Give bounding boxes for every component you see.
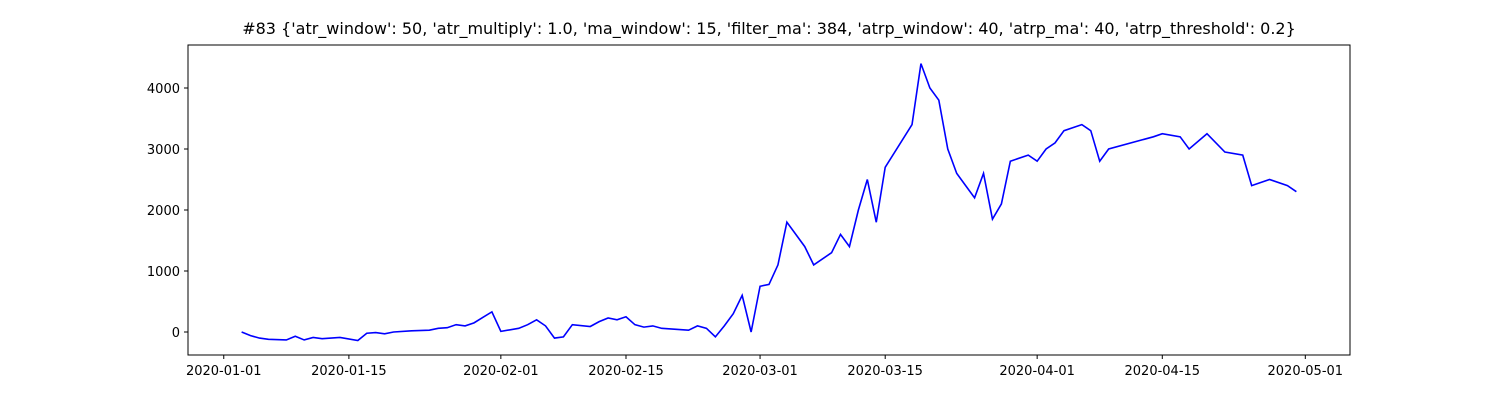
x-tick-label: 2020-02-01 — [463, 364, 539, 379]
y-tick-label: 2000 — [147, 204, 180, 219]
x-tick-label: 2020-01-01 — [186, 364, 262, 379]
x-tick-label: 2020-03-15 — [847, 364, 923, 379]
plot-frame — [187, 44, 1351, 356]
x-tick-label: 2020-04-15 — [1125, 364, 1201, 379]
y-tick-label: 0 — [172, 326, 180, 341]
chart-title: #83 {'atr_window': 50, 'atr_multiply': 1… — [242, 19, 1296, 39]
x-tick-label: 2020-05-01 — [1268, 364, 1344, 379]
y-tick-label: 4000 — [147, 82, 180, 97]
y-tick-label: 1000 — [147, 265, 180, 280]
x-tick-label: 2020-04-01 — [999, 364, 1075, 379]
x-tick-label: 2020-03-01 — [722, 364, 798, 379]
line-series — [241, 63, 1297, 342]
x-tick-label: 2020-01-15 — [311, 364, 387, 379]
y-tick-label: 3000 — [147, 143, 180, 158]
x-tick-label: 2020-02-15 — [588, 364, 664, 379]
